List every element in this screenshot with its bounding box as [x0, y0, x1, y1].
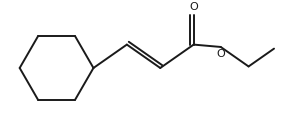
Text: O: O [189, 2, 198, 12]
Text: O: O [216, 49, 225, 59]
